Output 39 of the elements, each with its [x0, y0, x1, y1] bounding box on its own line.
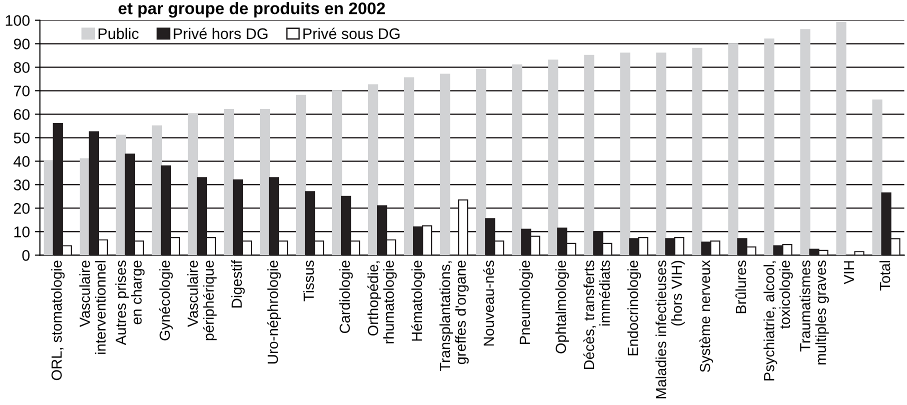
x-tick-label: Digestif: [231, 260, 245, 308]
y-tick-label: 70: [14, 86, 30, 96]
legend-label: Privé sous DG: [303, 28, 400, 40]
x-tick-label: Brûlures: [735, 260, 746, 314]
y-tick-label: 80: [14, 62, 30, 73]
x-tick-label: Orthopédie, rhumatologie: [367, 260, 397, 344]
y-tick-label: 100: [6, 15, 30, 26]
x-tick-label: Hématologie: [411, 260, 425, 341]
x-tick-label: Maladies infectieuses (hors VIH): [656, 260, 685, 398]
y-tick-label: 30: [14, 180, 30, 190]
x-tick-label: Gynécologie: [159, 260, 173, 340]
x-tick-label: Décès, transferts immédiats: [583, 260, 610, 370]
y-tick-label: 0: [22, 250, 30, 261]
x-tick-label: VIH: [844, 261, 854, 284]
x-tick-label: Vasculaire périphérique: [187, 260, 217, 340]
x-tick-label: Cardiologie: [339, 260, 353, 334]
x-tick-label: Nouveau-nés: [483, 260, 494, 346]
x-tick-label: Autres prises en charge: [115, 260, 145, 346]
legend-label: Privé hors DG: [174, 28, 268, 40]
chart-title: et par groupe de produits en 2002: [118, 2, 385, 18]
x-tick-label: Ophtalmologie: [555, 260, 569, 354]
x-tick-label: Psychiatrie, alcool, toxicologie: [764, 260, 793, 380]
x-tick-label: Vasculaire interventionnel: [79, 260, 106, 354]
x-tick-label: Tissus: [303, 260, 314, 302]
y-tick-label: 90: [14, 38, 30, 50]
x-tick-label: Système nerveux: [699, 260, 714, 372]
x-tick-label: Total: [879, 260, 890, 290]
x-tick-label: Endocrinologie: [627, 260, 641, 356]
x-tick-label: Pneumologie: [519, 260, 533, 344]
y-tick-label: 40: [14, 156, 30, 167]
y-tick-label: 10: [14, 226, 30, 238]
x-tick-label: Traumatismes multiples graves: [800, 260, 829, 364]
y-tick-label: 60: [14, 109, 30, 120]
y-tick-label: 50: [14, 132, 30, 144]
x-tick-label: Transplantations, greffes d'organe: [439, 260, 469, 371]
legend-label: Public: [98, 28, 139, 40]
x-tick-label: Uro-néphrologie: [267, 260, 281, 364]
x-tick-label: ORL, stomatologie: [51, 260, 65, 380]
y-tick-label: 20: [14, 203, 30, 214]
